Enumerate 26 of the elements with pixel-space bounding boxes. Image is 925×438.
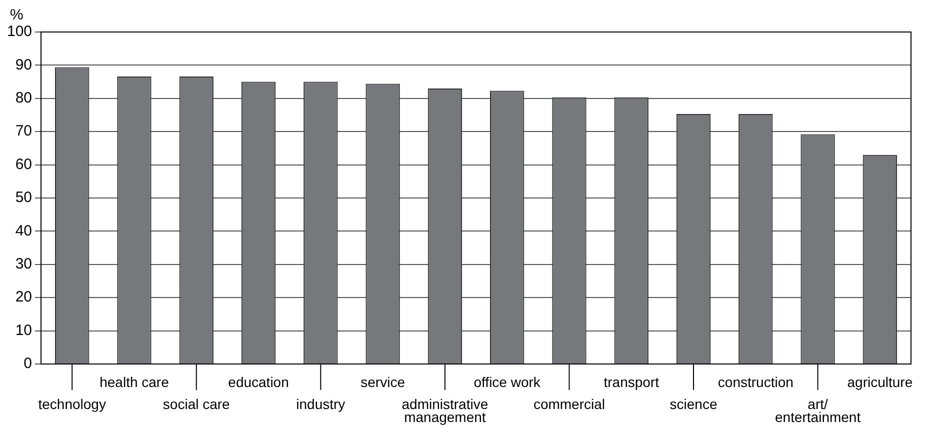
y-tick-label: 30 [15, 256, 32, 273]
x-tick-label: commercial [533, 396, 606, 412]
y-tick-label: 80 [15, 90, 32, 107]
y-tick-label: 20 [15, 288, 32, 306]
y-tick-label: 70 [15, 122, 32, 140]
x-tick-label: construction [718, 374, 794, 390]
x-tick-label: science [670, 396, 718, 412]
y-tick-label: 100 [6, 23, 32, 40]
x-tick-label: transport [604, 374, 660, 390]
x-tick-label: industry [296, 396, 346, 412]
y-axis-title: % [10, 6, 24, 24]
x-tick-label: health care [100, 374, 170, 390]
x-tick-label: service [360, 374, 406, 390]
x-tick-label: art/ entertainment [774, 396, 861, 425]
y-tick-label: 40 [15, 222, 32, 240]
y-tick-label: 10 [15, 322, 32, 339]
x-tick-label: administrative management [402, 396, 488, 425]
x-tick-label: technology [38, 396, 106, 412]
x-tick-label: agriculture [847, 374, 913, 390]
y-tick-label: 60 [15, 156, 32, 173]
x-tick-label: education [228, 374, 289, 390]
y-tick-label: 50 [15, 189, 32, 206]
y-tick-label: 0 [24, 355, 32, 372]
x-tick-label: social care [162, 396, 230, 412]
x-tick-label: office work [474, 374, 542, 390]
y-tick-label: 90 [15, 56, 32, 74]
